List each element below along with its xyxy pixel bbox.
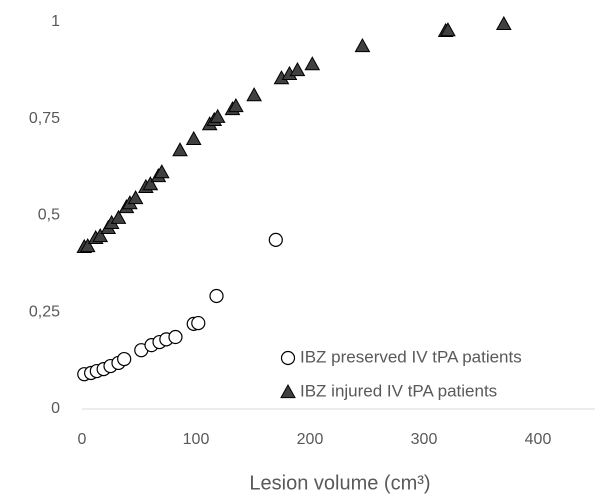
x-axis-title: Lesion volume (cm³) — [249, 472, 430, 494]
triangle-marker — [185, 130, 202, 145]
legend-label: IBZ preserved IV tPA patients — [300, 347, 522, 366]
legend-marker — [280, 350, 296, 366]
y-tick-label: 0 — [51, 400, 60, 417]
triangle-marker — [127, 190, 144, 205]
x-tick-label: 300 — [411, 431, 438, 448]
y-tick-label: 0,75 — [29, 110, 60, 127]
triangle-marker — [79, 238, 96, 253]
triangle-marker — [172, 142, 188, 157]
triangle-marker — [209, 108, 226, 123]
triangle-marker — [228, 97, 244, 113]
triangle-marker — [289, 61, 306, 77]
x-tick-label: 100 — [183, 431, 210, 448]
x-tick-label: 200 — [297, 431, 324, 448]
y-tick-label: 0,25 — [29, 303, 60, 320]
x-tick-label: 0 — [78, 431, 87, 448]
legend-marker — [280, 383, 296, 399]
triangle-marker — [246, 87, 262, 102]
y-tick-label: 1 — [51, 13, 60, 30]
y-tick-label: 0,5 — [38, 207, 60, 224]
triangle-marker — [92, 227, 109, 243]
circle-marker — [191, 315, 206, 331]
triangle-marker — [354, 37, 371, 53]
legend-label: IBZ injured IV tPA patients — [300, 381, 497, 400]
triangle-marker — [153, 164, 170, 179]
triangle-marker — [110, 209, 127, 224]
triangle-marker — [440, 22, 456, 37]
triangle-marker — [142, 176, 159, 191]
triangle-marker — [495, 15, 512, 31]
triangle-marker — [304, 56, 321, 71]
x-tick-label: 400 — [525, 431, 552, 448]
circle-marker — [209, 288, 224, 304]
circle-marker — [117, 351, 132, 367]
circle-marker — [268, 232, 283, 247]
circle-marker — [168, 329, 183, 345]
